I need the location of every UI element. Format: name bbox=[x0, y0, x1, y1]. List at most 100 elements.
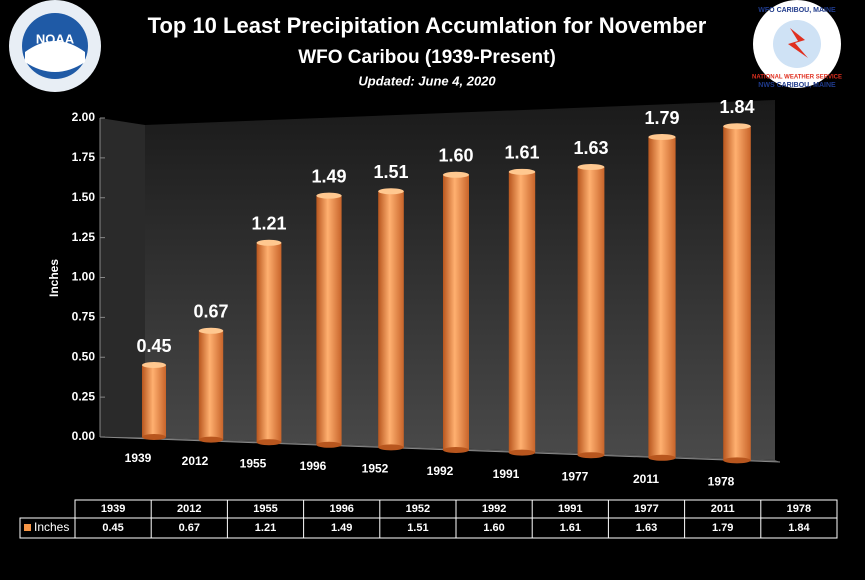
table-header: 1996 bbox=[329, 503, 353, 515]
table-header: 1991 bbox=[558, 503, 582, 515]
logo-bolt bbox=[788, 28, 808, 58]
table-header: 1955 bbox=[253, 503, 277, 515]
y-axis-label: Inches bbox=[47, 259, 61, 297]
table-value: 1.51 bbox=[407, 522, 428, 534]
bar-top bbox=[723, 123, 751, 130]
bar-body bbox=[316, 195, 342, 445]
bar-body bbox=[378, 191, 404, 448]
nws-middle-text: NATIONAL WEATHER SERVICE bbox=[752, 75, 842, 81]
nws-bottom-text: NWS CARIBOU, MAINE bbox=[758, 82, 836, 89]
data-label: 1.51 bbox=[373, 162, 408, 182]
table-header: 1939 bbox=[101, 503, 125, 515]
bar-top bbox=[142, 362, 166, 368]
bar bbox=[723, 123, 751, 464]
side-wall bbox=[100, 118, 145, 437]
x-tick-label: 1955 bbox=[240, 456, 267, 470]
y-tick-label: 2.00 bbox=[72, 110, 96, 124]
bar bbox=[378, 188, 404, 451]
bar-bottom bbox=[256, 439, 282, 446]
bar bbox=[443, 171, 469, 453]
y-tick-label: 0.00 bbox=[72, 429, 96, 443]
legend-swatch bbox=[24, 524, 31, 531]
bar-top bbox=[378, 188, 404, 195]
bar-bottom bbox=[142, 434, 166, 440]
bar-top bbox=[198, 327, 224, 334]
logo-disc bbox=[773, 20, 821, 68]
bar-body bbox=[508, 171, 536, 453]
table-header: 1952 bbox=[406, 503, 430, 515]
data-label: 1.60 bbox=[438, 146, 473, 166]
bar-top bbox=[256, 239, 282, 246]
data-label: 1.21 bbox=[251, 214, 286, 234]
update-note: Updated: June 4, 2020 bbox=[358, 73, 496, 88]
table-header: 2011 bbox=[711, 503, 735, 515]
bar-bottom bbox=[723, 457, 751, 464]
bar-bottom bbox=[198, 436, 224, 443]
table-value: 1.21 bbox=[255, 522, 276, 534]
bar-top bbox=[316, 192, 342, 199]
table-value: 1.63 bbox=[636, 522, 657, 534]
table-legend-cell bbox=[19, 517, 76, 539]
bar-bottom bbox=[508, 449, 536, 456]
noaa-logo: NOAA bbox=[9, 0, 101, 92]
y-tick-label: 0.25 bbox=[72, 389, 96, 403]
chart-title: Top 10 Least Precipitation Accumlation f… bbox=[148, 13, 707, 38]
x-tick-label: 1996 bbox=[300, 459, 327, 473]
y-tick-label: 0.50 bbox=[72, 349, 96, 363]
table-header: 1977 bbox=[634, 503, 658, 515]
table-value: 1.79 bbox=[712, 522, 733, 534]
bar-body bbox=[443, 174, 469, 451]
bar-body bbox=[723, 126, 751, 461]
x-tick-label: 1978 bbox=[708, 475, 735, 489]
y-tick-label: 1.25 bbox=[72, 230, 96, 244]
bar-top bbox=[443, 171, 469, 178]
x-tick-label: 2012 bbox=[182, 454, 209, 468]
bar-body bbox=[648, 137, 676, 458]
legend-label: Inches bbox=[34, 520, 69, 534]
noaa-text: NOAA bbox=[36, 31, 75, 46]
table-value: 1.61 bbox=[560, 522, 581, 534]
bar bbox=[316, 192, 342, 448]
bar-bottom bbox=[378, 444, 404, 451]
table-value: 1.84 bbox=[788, 522, 810, 534]
bar-body bbox=[577, 167, 605, 456]
bar-bottom bbox=[316, 441, 342, 448]
nws-logo: WFO CARIBOU, MAINE NATIONAL WEATHER SERV… bbox=[752, 0, 842, 89]
bar-bottom bbox=[443, 447, 469, 453]
x-tick-label: 1991 bbox=[493, 467, 520, 481]
bar-body bbox=[256, 242, 282, 443]
y-tick-label: 1.00 bbox=[72, 270, 96, 284]
bar-body bbox=[142, 365, 166, 437]
data-label: 0.67 bbox=[193, 302, 228, 322]
x-tick-label: 1977 bbox=[562, 469, 589, 483]
y-tick-label: 1.50 bbox=[72, 190, 96, 204]
data-label: 1.63 bbox=[573, 138, 608, 158]
data-label: 0.45 bbox=[136, 336, 171, 356]
bar-body bbox=[198, 330, 224, 440]
bar bbox=[577, 164, 605, 459]
bar bbox=[648, 134, 676, 461]
bar-bottom bbox=[577, 452, 605, 459]
bar-top bbox=[648, 134, 676, 141]
bar bbox=[508, 168, 536, 456]
data-label: 1.61 bbox=[504, 143, 539, 163]
x-tick-label: 1992 bbox=[427, 464, 454, 478]
bar bbox=[142, 362, 166, 440]
x-tick-label: 1952 bbox=[362, 462, 389, 476]
data-label: 1.49 bbox=[311, 166, 346, 186]
nws-top-text: WFO CARIBOU, MAINE bbox=[758, 7, 836, 14]
y-tick-label: 0.75 bbox=[72, 310, 96, 324]
table-value: 1.49 bbox=[331, 522, 352, 534]
table-value: 1.60 bbox=[483, 522, 504, 534]
table-header: 2012 bbox=[177, 503, 201, 515]
data-label: 1.79 bbox=[644, 108, 679, 128]
data-label: 1.84 bbox=[719, 97, 754, 117]
bar-top bbox=[508, 168, 536, 175]
logo-gull bbox=[25, 41, 85, 72]
x-tick-label: 2011 bbox=[633, 472, 659, 486]
y-tick-label: 1.75 bbox=[72, 150, 96, 164]
chart-subtitle: WFO Caribou (1939-Present) bbox=[298, 47, 556, 68]
table-header: 1978 bbox=[787, 503, 811, 515]
